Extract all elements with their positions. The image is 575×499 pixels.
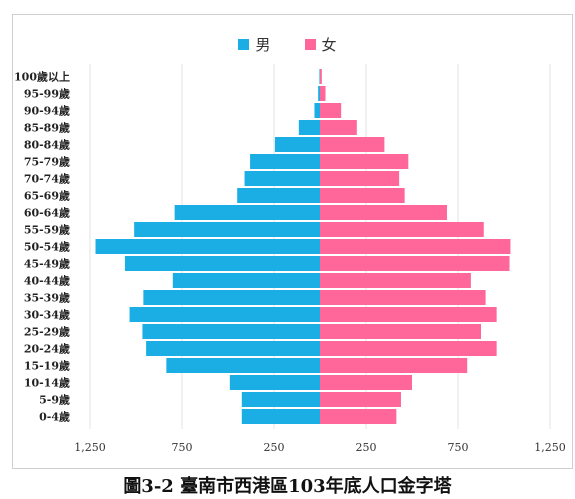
age-group-label: 75-79歲 [24, 155, 70, 169]
bar-male [318, 86, 320, 101]
bar-female [320, 290, 486, 305]
bar-female [320, 205, 447, 220]
legend-item-female: 女 [304, 34, 337, 55]
bar-male [241, 409, 320, 424]
age-group-label: 100歲以上 [14, 70, 70, 84]
bar-male [172, 273, 320, 288]
legend-label-male: 男 [255, 35, 271, 54]
pyramid-plot: 100歲以上 95-99歲 90-94歲 85-89歲 80-84歲 75-79歲 70-7… [14, 64, 566, 454]
bar-female [320, 188, 405, 203]
age-group-label: 5-9歲 [39, 393, 70, 407]
bar-male [124, 256, 321, 271]
x-tick-label: 1,250 [534, 441, 566, 454]
age-group-label: 80-84歲 [24, 138, 70, 152]
legend-label-female: 女 [321, 35, 337, 54]
age-group-label: 85-89歲 [24, 121, 70, 135]
bar-female [320, 324, 481, 339]
legend-swatch-male [238, 38, 250, 50]
bar-female [320, 137, 385, 152]
bar-male [129, 307, 320, 322]
age-group-label: 0-4歲 [39, 410, 70, 424]
bar-female [320, 409, 397, 424]
x-tick-label: 250 [356, 441, 377, 454]
chart-border [12, 14, 573, 469]
bar-female [320, 375, 412, 390]
bar-female [320, 86, 326, 101]
bar-male [229, 375, 320, 390]
bar-female [320, 341, 497, 356]
bar-male [134, 222, 320, 237]
age-group-label: 15-19歲 [24, 359, 70, 373]
bar-female [320, 239, 511, 254]
bar-female [320, 358, 468, 373]
age-group-label: 20-24歲 [24, 342, 70, 356]
bar-female [320, 154, 409, 169]
bar-male [314, 103, 320, 118]
age-group-label: 55-59歲 [24, 223, 70, 237]
bar-male [244, 171, 320, 186]
bar-male [319, 69, 320, 84]
bar-male [274, 137, 320, 152]
bar-male [146, 341, 320, 356]
chart-title: 圖3-2 臺南市西港區103年底人口金字塔 [123, 476, 452, 497]
x-tick-label: 750 [448, 441, 469, 454]
bar-male [241, 392, 320, 407]
bar-female [320, 69, 322, 84]
age-group-label: 90-94歲 [24, 104, 70, 118]
legend-item-male: 男 [238, 34, 271, 55]
bar-male [143, 290, 320, 305]
age-group-label: 10-14歲 [24, 376, 70, 390]
age-group-label: 40-44歲 [24, 274, 70, 288]
x-tick-label: 750 [172, 441, 193, 454]
bar-female [320, 256, 510, 271]
bar-male [174, 205, 320, 220]
bar-female [320, 171, 400, 186]
age-group-label: 35-39歲 [24, 291, 70, 305]
bar-female [320, 392, 401, 407]
bar-male [298, 120, 320, 135]
age-group-label: 45-49歲 [24, 257, 70, 271]
bar-female [320, 103, 342, 118]
bar-female [320, 273, 471, 288]
age-group-label: 30-34歲 [24, 308, 70, 322]
legend-swatch-female [304, 38, 316, 50]
x-tick-label: 250 [264, 441, 285, 454]
age-group-label: 60-64歲 [24, 206, 70, 220]
legend: 男 女 [0, 34, 575, 54]
age-group-label: 95-99歲 [24, 87, 70, 101]
bar-male [250, 154, 320, 169]
age-group-label: 65-69歲 [24, 189, 70, 203]
bar-male [237, 188, 320, 203]
age-group-label: 70-74歲 [24, 172, 70, 186]
bar-male [142, 324, 320, 339]
bar-male [166, 358, 320, 373]
bar-male [95, 239, 321, 254]
bar-female [320, 120, 357, 135]
age-group-label: 25-29歲 [24, 325, 70, 339]
age-group-label: 50-54歲 [24, 240, 70, 254]
bar-female [320, 222, 484, 237]
bar-female [320, 307, 497, 322]
x-tick-label: 1,250 [74, 441, 106, 454]
